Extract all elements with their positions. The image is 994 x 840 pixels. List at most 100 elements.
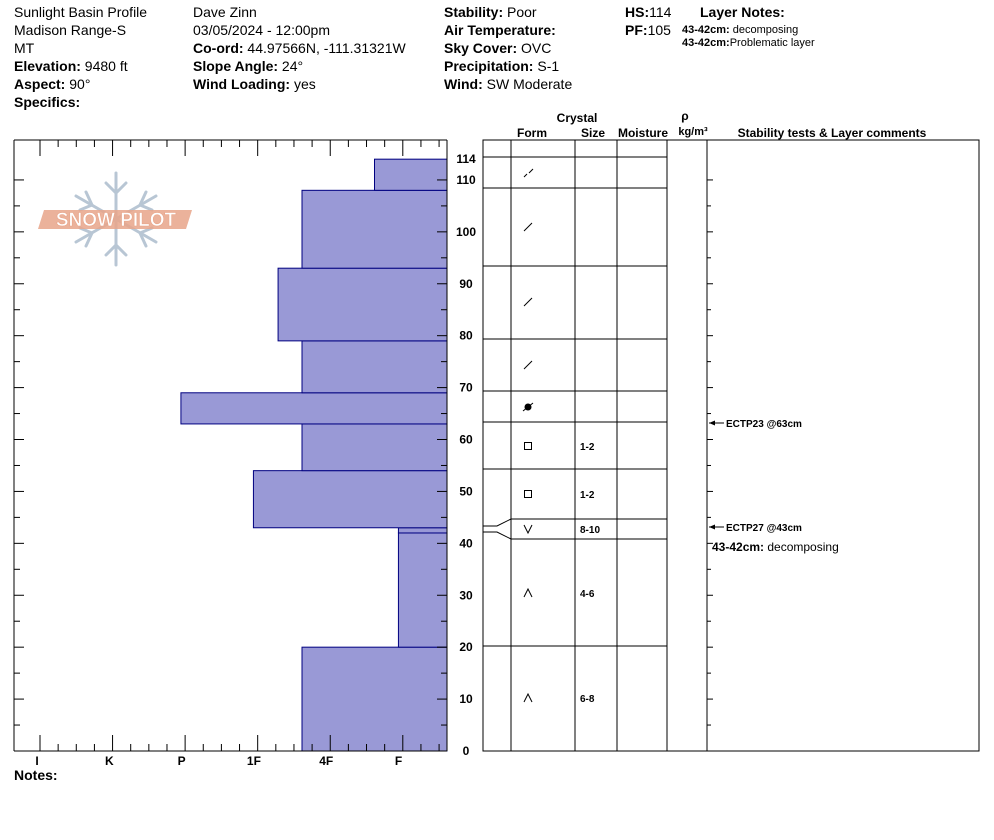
crystal-size-label: 6-8 [580,694,595,705]
crystal-header: Crystal [557,111,598,125]
depth-tick-label: 50 [459,484,473,498]
header-col1: Sunlight Basin Profile Madison Range-S M… [14,3,147,111]
header-hs-pf: HS:114 PF:105 [625,3,671,39]
hardness-bar [374,158,448,191]
air-temperature: Air Temperature: [444,22,556,38]
stability-test-label: ECTP23 @63cm [726,419,802,430]
hardness-bar [397,527,448,534]
crystal-size-label: 8-10 [580,525,600,536]
hardness-bar [301,340,448,394]
crystal-size-label: 1-2 [580,490,595,501]
elevation: Elevation: 9480 ft [14,58,128,74]
hardness-bar [277,267,448,342]
density-unit: kg/m³ [678,126,708,138]
form-header: Form [517,126,547,140]
hs-value: HS:114 [625,4,672,20]
state-name: MT [14,40,35,56]
size-header: Size [581,126,605,140]
snowpilot-logo: SNOW PILOT [38,171,192,267]
hardness-label: F [395,754,402,768]
layer-connector [483,518,512,527]
depth-tick-label: 110 [456,173,476,187]
stability: Stability: Poor [444,4,537,20]
layer-note-1: 43-42cm: decomposing [682,24,799,36]
hardness-bar [301,189,448,269]
precipitation: Precipitation: S-1 [444,58,560,74]
stability-arrow-icon [709,420,715,426]
layer-comment-text: decomposing [764,540,839,554]
logo-banner [38,210,192,229]
decomposing-particles-icon [523,360,533,370]
layer-connectors [483,156,512,647]
hardness-bar [180,392,448,425]
header-col2: Dave Zinn 03/05/2024 - 12:00pm Co-ord: 4… [193,3,406,93]
header-col3: Stability: Poor Air Temperature: Sky Cov… [444,3,572,93]
crystal-forms [522,168,534,703]
stability-header: Stability tests & Layer comments [738,126,927,140]
melt-freeze-slash-icon [522,402,534,412]
depth-axis-labels: 0 10 20 30 40 50 60 70 80 90 100 110 114 [456,152,476,758]
layer-comment: 43-42cm: decomposing [712,540,839,554]
coordinates: Co-ord: 44.97566N, -111.31321W [193,40,406,56]
depth-tick-label: 20 [459,640,473,654]
hardness-label: 4F [319,754,333,768]
depth-tick-label: 60 [459,433,473,447]
crystal-size-label: 4-6 [580,589,595,600]
slope-angle: Slope Angle: 24° [193,58,304,74]
aspect: Aspect: 90° [14,76,91,92]
layer-connector [483,531,512,540]
depth-tick-label: 0 [463,744,470,758]
specifics: Specifics: [14,94,81,110]
pf-value: PF:105 [625,22,671,38]
hardness-label: 1F [247,754,261,768]
logo-text: SNOW PILOT [56,210,177,231]
layer-notes: 43-42cm: decomposing 43-42cm:Problematic… [682,24,815,50]
hardness-axis-labels: I K P 1F 4F F [35,754,402,768]
stability-tests: ECTP23 @63cm ECTP27 @43cm 43-42cm: decompo… [709,419,839,554]
stability-test-label: ECTP27 @43cm [726,523,802,534]
crystal-size-label: 1-2 [580,442,595,453]
depth-tick-label: 80 [459,329,473,343]
hardness-bar [397,532,448,648]
layer-table-frame [482,139,980,752]
wind-loading: Wind Loading: yes [193,76,316,92]
hardness-label: P [178,754,186,768]
depth-hoar-icon [523,587,533,598]
density-symbol: ρ [681,109,688,123]
hardness-label: K [105,754,114,768]
sky-cover: Sky Cover: OVC [444,40,552,56]
hardness-label: I [35,754,38,768]
depth-tick-label: 40 [459,536,473,550]
decomposing-particles-icon [523,222,533,232]
observer-name: Dave Zinn [193,4,257,20]
surface-hoar-icon [523,524,533,535]
depth-tick-label: 114 [456,152,476,166]
depth-tick-label: 30 [459,588,473,602]
depth-hoar-icon [523,692,533,703]
hardness-bar [301,646,448,752]
precipitation-particles-icon [523,168,534,178]
layer-comment-depth: 43-42cm: [712,540,764,554]
stability-arrow-icon [709,524,715,530]
hardness-bar [252,470,448,529]
layer-note-2: 43-42cm:Problematic layer [682,37,815,49]
hardness-profile [180,158,448,752]
layer-table-rows [511,156,667,647]
moisture-header: Moisture [618,126,668,140]
depth-tick-label: 10 [459,692,473,706]
decomposing-particles-icon [523,297,533,307]
layer-notes-title: Layer Notes: [700,4,785,20]
range-name: Madison Range-S [14,22,127,38]
observation-datetime: 03/05/2024 - 12:00pm [193,22,330,38]
crystal-sizes: 1-2 1-2 8-10 4-6 6-8 [580,442,600,705]
wind: Wind: SW Moderate [444,76,573,92]
faceted-crystal-icon [524,490,532,498]
hardness-bar [301,423,448,472]
notes: Notes: [14,767,58,783]
location-name: Sunlight Basin Profile [14,4,148,20]
faceted-crystal-icon [524,442,532,450]
depth-tick-label: 100 [456,225,476,239]
depth-tick-label: 70 [459,381,473,395]
depth-tick-label: 90 [459,277,473,291]
